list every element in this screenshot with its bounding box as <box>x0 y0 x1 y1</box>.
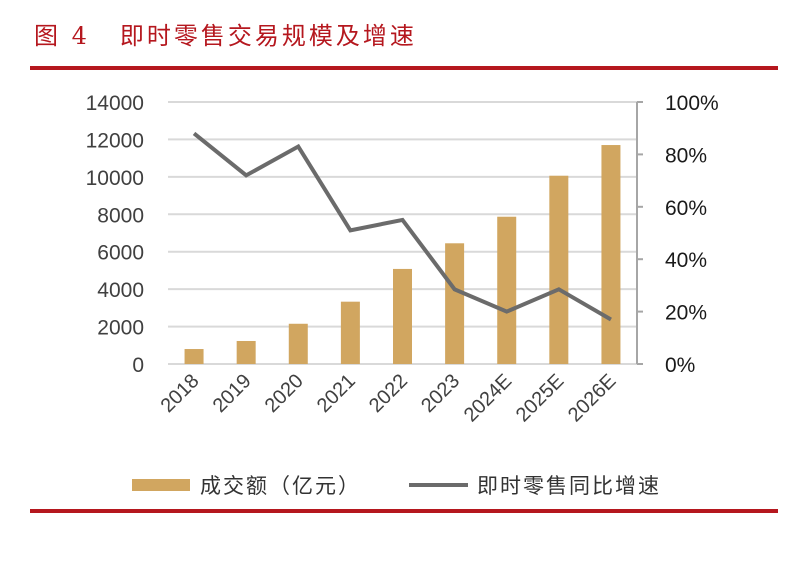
left-axis-tick-label: 10000 <box>86 167 144 190</box>
x-axis-tick-label: 2022 <box>365 370 412 417</box>
left-axis-tick-label: 2000 <box>97 317 144 340</box>
bar-2026E <box>601 145 621 364</box>
bar-swatch-icon <box>132 479 190 491</box>
right-axis-tick-label: 40% <box>665 249 707 272</box>
right-axis-tick-label: 80% <box>665 144 707 167</box>
left-axis-tick-label: 12000 <box>86 129 144 152</box>
bar-2020 <box>288 323 308 364</box>
bar-2024E <box>497 216 517 364</box>
left-axis-tick-label: 0 <box>132 354 144 377</box>
bar-2022 <box>393 268 412 364</box>
legend-bar-label: 成交额（亿元） <box>200 474 361 498</box>
figure-title: 图 4 即时零售交易规模及增速 <box>34 16 417 50</box>
x-axis-tick-label: 2018 <box>157 370 204 417</box>
figure-number: 图 4 <box>34 21 90 50</box>
x-axis-tick-label: 2019 <box>209 370 256 417</box>
legend-line-label: 即时零售同比增速 <box>477 474 661 498</box>
x-axis-tick-label: 2025E <box>512 370 568 426</box>
legend-item-bar: 成交额（亿元） <box>132 470 361 500</box>
left-axis-tick-label: 14000 <box>86 92 144 115</box>
right-axis-tick-label: 0% <box>665 354 695 377</box>
x-axis-tick-label: 2023 <box>417 370 464 417</box>
figure-title-text: 即时零售交易规模及增速 <box>119 21 417 50</box>
bar-2021 <box>340 301 360 364</box>
right-axis-tick-label: 20% <box>665 302 707 325</box>
right-axis-tick-label: 100% <box>665 92 719 115</box>
bar-2025E <box>549 175 569 364</box>
bottom-divider <box>30 509 778 513</box>
bar-2023 <box>445 243 465 364</box>
left-axis-tick-label: 4000 <box>97 279 144 302</box>
right-axis-tick-label: 60% <box>665 197 707 220</box>
bar-2019 <box>236 340 256 364</box>
x-axis-tick-label: 2021 <box>313 370 360 417</box>
bar-2018 <box>184 349 204 364</box>
growth-rate-line <box>192 131 612 322</box>
chart-legend: 成交额（亿元） 即时零售同比增速 <box>132 470 661 500</box>
legend-item-line: 即时零售同比增速 <box>409 470 661 500</box>
left-axis-tick-label: 8000 <box>97 204 144 227</box>
left-axis-tick-label: 6000 <box>97 242 144 265</box>
x-axis-tick-label: 2020 <box>261 370 308 417</box>
x-axis-tick-label: 2024E <box>460 370 516 426</box>
x-axis-tick-label: 2026E <box>564 370 620 426</box>
line-swatch-icon <box>409 483 468 487</box>
top-divider <box>30 66 778 70</box>
